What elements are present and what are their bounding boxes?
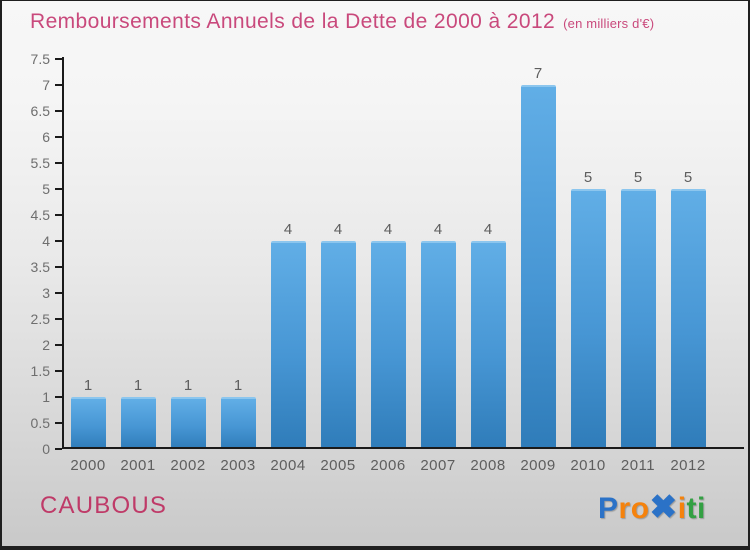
y-tick-mark (55, 162, 62, 164)
y-tick-mark (55, 292, 62, 294)
bar-2005 (320, 241, 356, 449)
logo-letter: i (697, 492, 706, 525)
y-tick-label: 1.5 (30, 363, 50, 379)
y-tick-label: 2 (42, 337, 50, 353)
logo-letter: r (618, 492, 631, 525)
x-tick-label: 2008 (470, 457, 506, 474)
x-tick-label: 2011 (620, 457, 656, 474)
bar-2011 (620, 189, 656, 449)
bar-value-label: 4 (483, 221, 493, 238)
y-tick-mark (55, 266, 62, 268)
y-tick-label: 3 (42, 285, 50, 301)
x-tick-label: 2002 (170, 457, 206, 474)
y-tick-mark (55, 136, 62, 138)
bar-value-label: 1 (183, 377, 193, 394)
y-tick-label: 7 (42, 77, 50, 93)
y-tick-label: 3.5 (30, 259, 50, 275)
bar-2010 (570, 189, 606, 449)
bar-value-label: 4 (333, 221, 343, 238)
bar-value-label: 4 (383, 221, 393, 238)
x-tick-label: 2000 (70, 457, 106, 474)
logo-letter: o (630, 492, 650, 525)
y-tick-label: 0.5 (30, 415, 50, 431)
y-tick-mark (55, 318, 62, 320)
chart-title: Remboursements Annuels de la Dette de 20… (30, 10, 556, 33)
y-tick-label: 5 (42, 181, 50, 197)
bar-2001 (120, 397, 156, 449)
bar-2002 (170, 397, 206, 449)
bar-value-label: 4 (433, 221, 443, 238)
bar-2012 (670, 189, 706, 449)
bar-value-label: 1 (133, 377, 143, 394)
y-tick-mark (55, 370, 62, 372)
bar-2003 (220, 397, 256, 449)
x-tick-label: 2001 (120, 457, 156, 474)
y-tick-label: 4.5 (30, 207, 50, 223)
bar-2006 (370, 241, 406, 449)
y-tick-label: 4 (42, 233, 50, 249)
bar-2008 (470, 241, 506, 449)
logo-letter: t (686, 492, 698, 525)
bar-2000 (70, 397, 106, 449)
y-tick-label: 5.5 (30, 155, 50, 171)
y-tick-label: 7.5 (30, 51, 50, 67)
entity-name: CAUBOUS (40, 492, 168, 519)
logo-letter: ✖ (649, 488, 678, 525)
bar-value-label: 7 (533, 65, 543, 82)
proxiti-logo[interactable]: Pro✖iti (598, 487, 706, 526)
y-tick-label: 6 (42, 129, 50, 145)
y-tick-mark (55, 448, 62, 450)
y-tick-mark (55, 84, 62, 86)
y-tick-mark (55, 422, 62, 424)
logo-letter: P (598, 492, 619, 525)
bar-value-label: 5 (683, 169, 693, 186)
bar-2004 (270, 241, 306, 449)
y-tick-label: 2.5 (30, 311, 50, 327)
y-tick-mark (55, 110, 62, 112)
x-tick-label: 2009 (520, 457, 556, 474)
plot-area: 1 1 1 1 4 4 4 4 4 7 5 5 5 0 0.5 1 1.5 2 2.5 3 3.5 4 4.5 5 5.5 6 6… (31, 52, 744, 474)
bar-2009 (520, 85, 556, 449)
y-axis-line (62, 57, 64, 449)
chart-subtitle: (en milliers d'€) (563, 16, 655, 31)
x-tick-label: 2010 (570, 457, 606, 474)
x-tick-label: 2003 (220, 457, 256, 474)
y-tick-label: 1 (42, 389, 50, 405)
y-tick-label: 0 (42, 441, 50, 457)
y-tick-mark (55, 396, 62, 398)
chart-header: Remboursements Annuels de la Dette de 20… (30, 10, 654, 34)
y-tick-mark (55, 188, 62, 190)
logo-letter: i (677, 492, 687, 525)
bar-value-label: 1 (233, 377, 243, 394)
y-tick-mark (55, 214, 62, 216)
x-tick-label: 2005 (320, 457, 356, 474)
bar-value-label: 5 (583, 169, 593, 186)
bar-value-label: 5 (633, 169, 643, 186)
x-tick-label: 2006 (370, 457, 406, 474)
y-tick-mark (55, 240, 62, 242)
bar-value-label: 4 (283, 221, 293, 238)
y-tick-mark (55, 58, 62, 60)
bar-value-label: 1 (83, 377, 93, 394)
x-tick-label: 2012 (670, 457, 706, 474)
y-tick-mark (55, 344, 62, 346)
x-axis-line (62, 447, 744, 449)
bar-2007 (420, 241, 456, 449)
x-tick-label: 2007 (420, 457, 456, 474)
y-tick-label: 6.5 (30, 103, 50, 119)
x-tick-label: 2004 (270, 457, 306, 474)
